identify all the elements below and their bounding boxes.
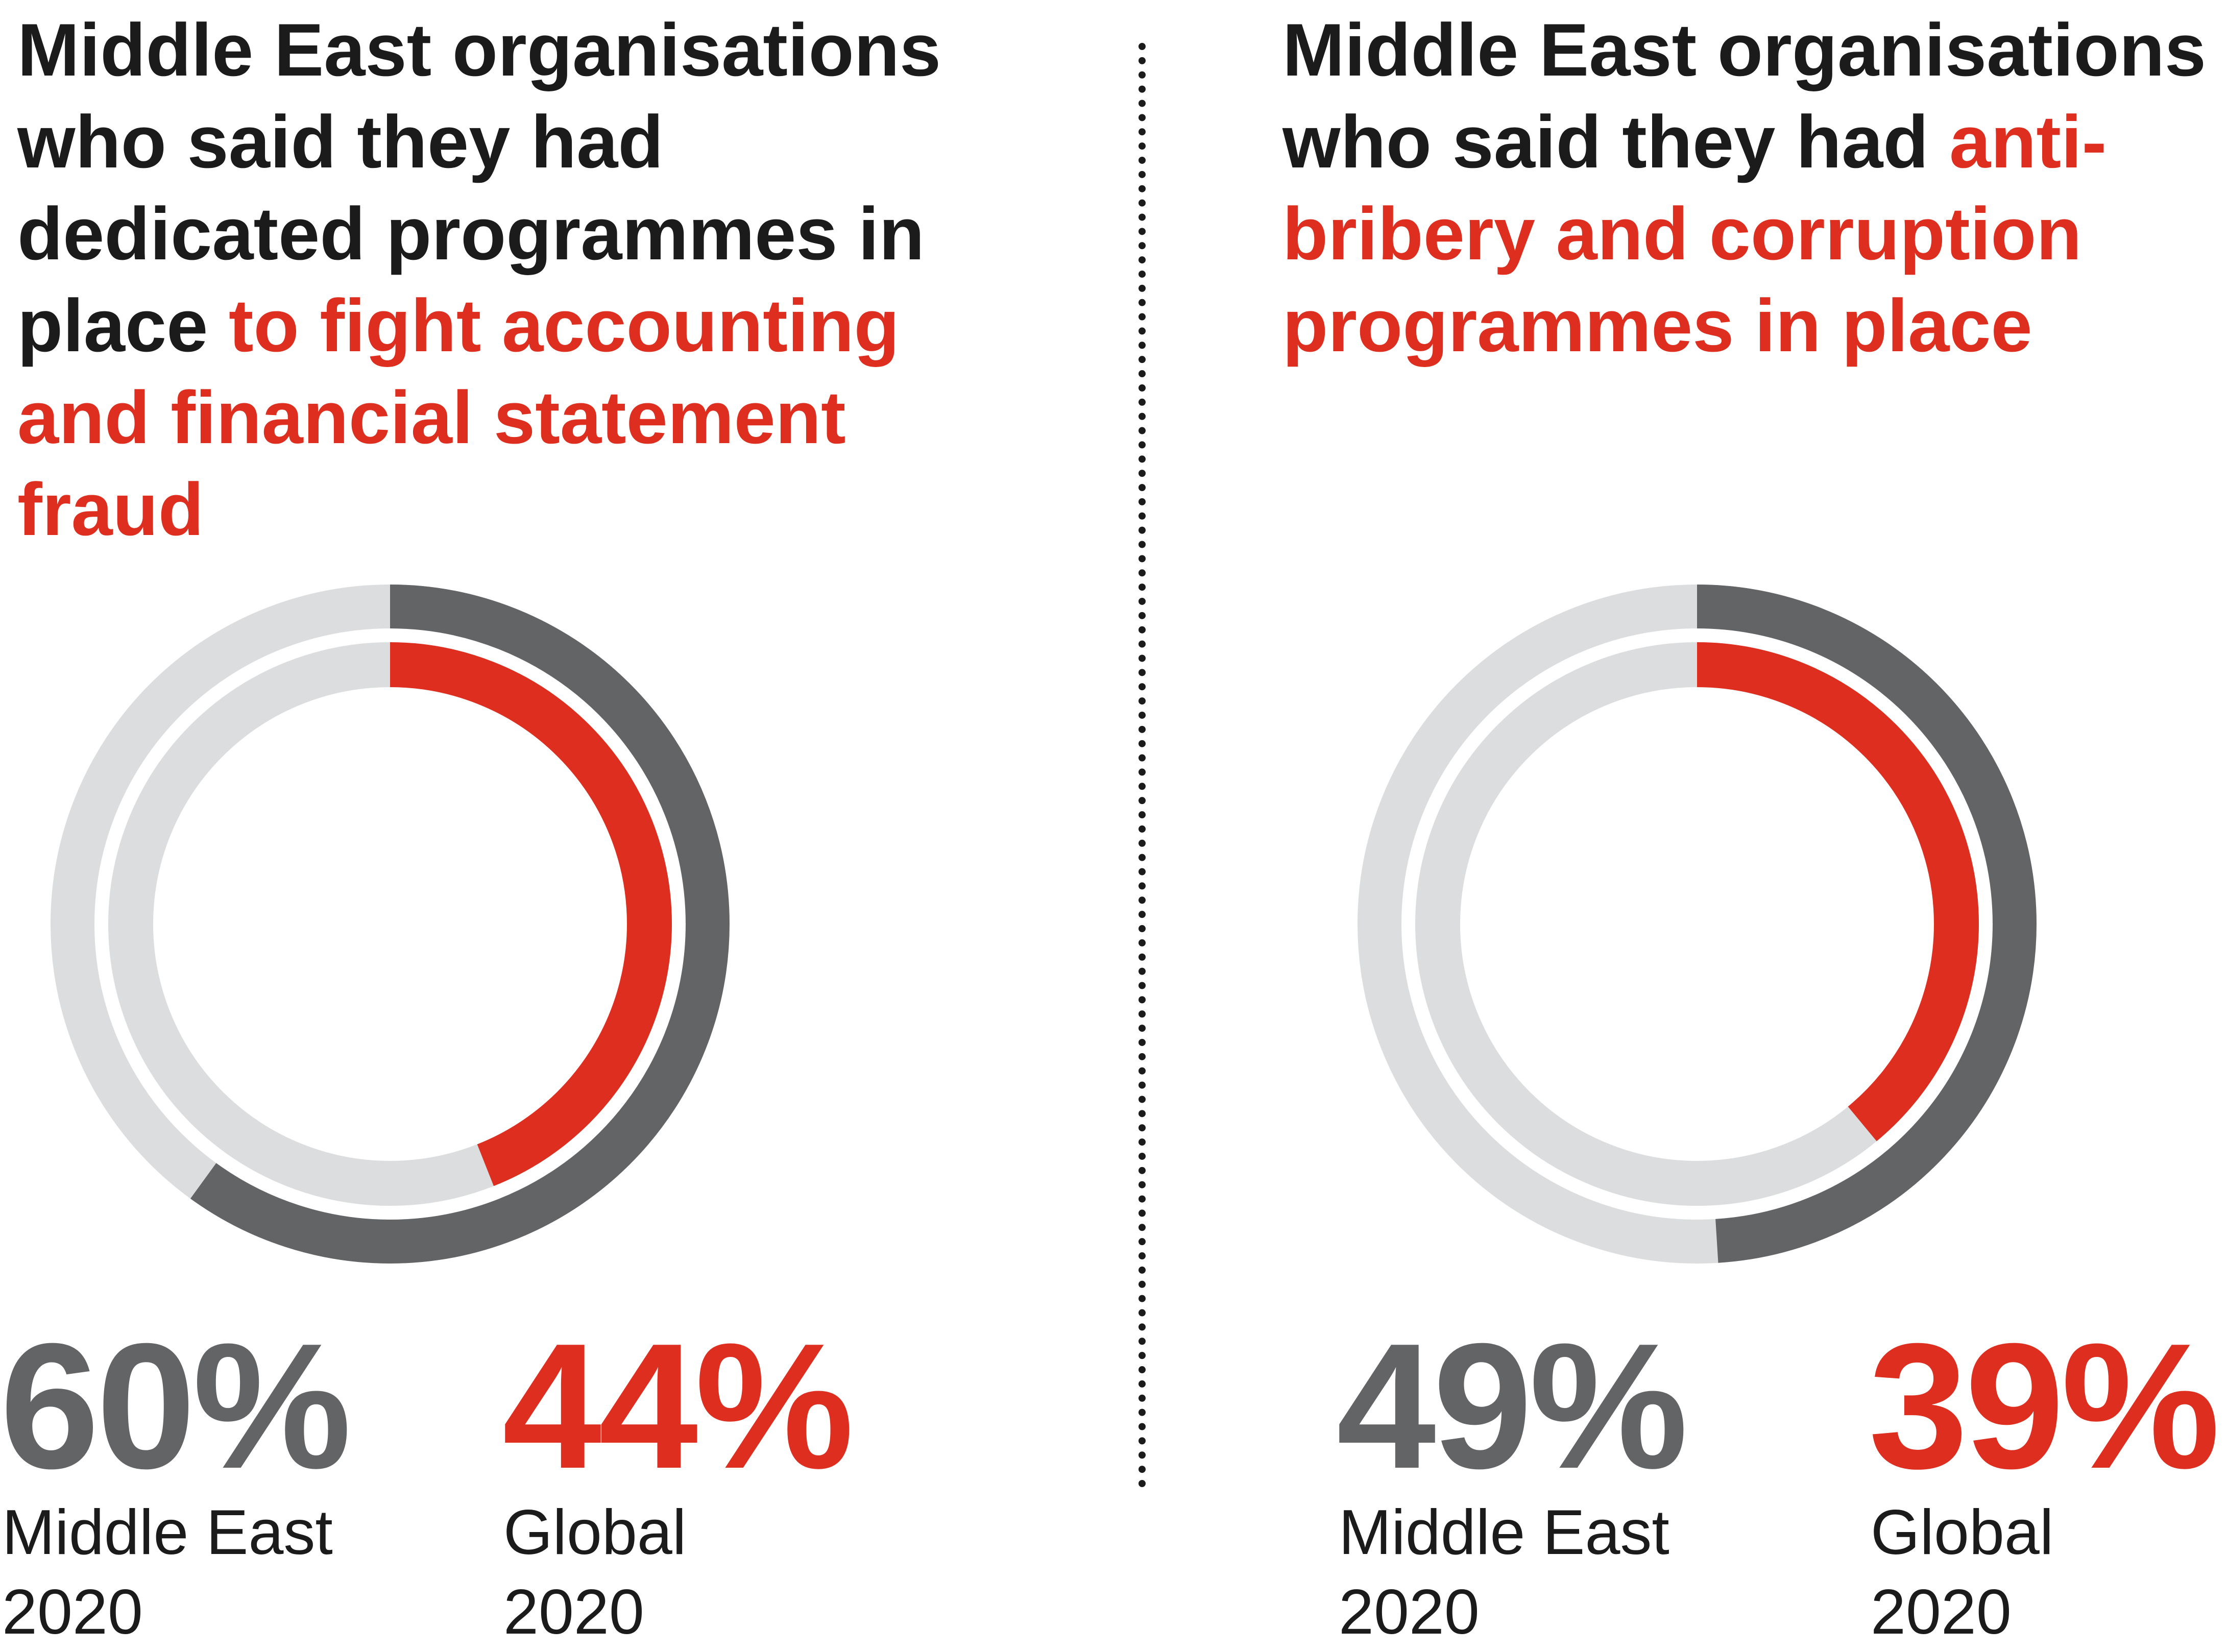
label-line: 2020: [503, 1577, 644, 1647]
title-highlight: anti-bribery and corruption programmes i…: [1282, 100, 2107, 367]
donut-arc-middle-east: [51, 585, 730, 1264]
label-global-right: Global 2020: [1871, 1493, 2053, 1652]
title-text: Middle East organisations who said they …: [1282, 8, 2207, 183]
donut-arc-global: [108, 642, 672, 1206]
donut-arc-middle-east: [1358, 585, 2037, 1264]
label-global-left: Global 2020: [503, 1493, 686, 1652]
chart-title-left: Middle East organisations who said they …: [17, 4, 1013, 555]
label-line: Global: [503, 1497, 687, 1568]
chart-title-right: Middle East organisations who said they …: [1282, 4, 2227, 372]
value-middle-east-right: 49%: [1337, 1306, 1688, 1506]
label-line: 2020: [2, 1577, 143, 1647]
label-middle-east-left: Middle East 2020: [2, 1493, 333, 1652]
donut-chart-left: [51, 585, 730, 1264]
label-line: Global: [1871, 1497, 2054, 1568]
dotted-divider: [1139, 43, 1146, 1488]
label-line: 2020: [1339, 1577, 1480, 1647]
title-highlight: to fight accounting and financial statem…: [17, 284, 900, 551]
value-global-left: 44%: [502, 1306, 854, 1506]
label-middle-east-right: Middle East 2020: [1339, 1493, 1669, 1652]
label-line: 2020: [1871, 1577, 2012, 1647]
label-line: Middle East: [2, 1497, 333, 1568]
donut-arc-global: [1415, 642, 1979, 1206]
value-global-right: 39%: [1869, 1306, 2220, 1506]
value-middle-east-left: 60%: [0, 1306, 352, 1506]
donut-chart-right: [1358, 585, 2037, 1264]
title-text: Middle East organisations who said they …: [17, 8, 941, 367]
label-line: Middle East: [1339, 1497, 1669, 1568]
